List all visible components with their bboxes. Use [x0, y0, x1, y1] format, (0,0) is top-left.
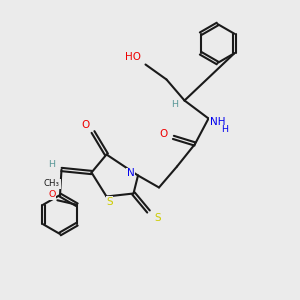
- Text: H: H: [48, 160, 55, 169]
- Text: O: O: [81, 120, 90, 130]
- Text: H: H: [171, 100, 178, 109]
- Text: CH₃: CH₃: [44, 179, 60, 188]
- Text: O: O: [48, 190, 56, 199]
- Text: H: H: [221, 125, 229, 134]
- Text: S: S: [106, 197, 113, 207]
- Text: HO: HO: [125, 52, 142, 62]
- Text: N: N: [127, 168, 134, 178]
- Text: S: S: [154, 213, 161, 224]
- Text: NH: NH: [210, 117, 225, 128]
- Text: O: O: [159, 129, 168, 140]
